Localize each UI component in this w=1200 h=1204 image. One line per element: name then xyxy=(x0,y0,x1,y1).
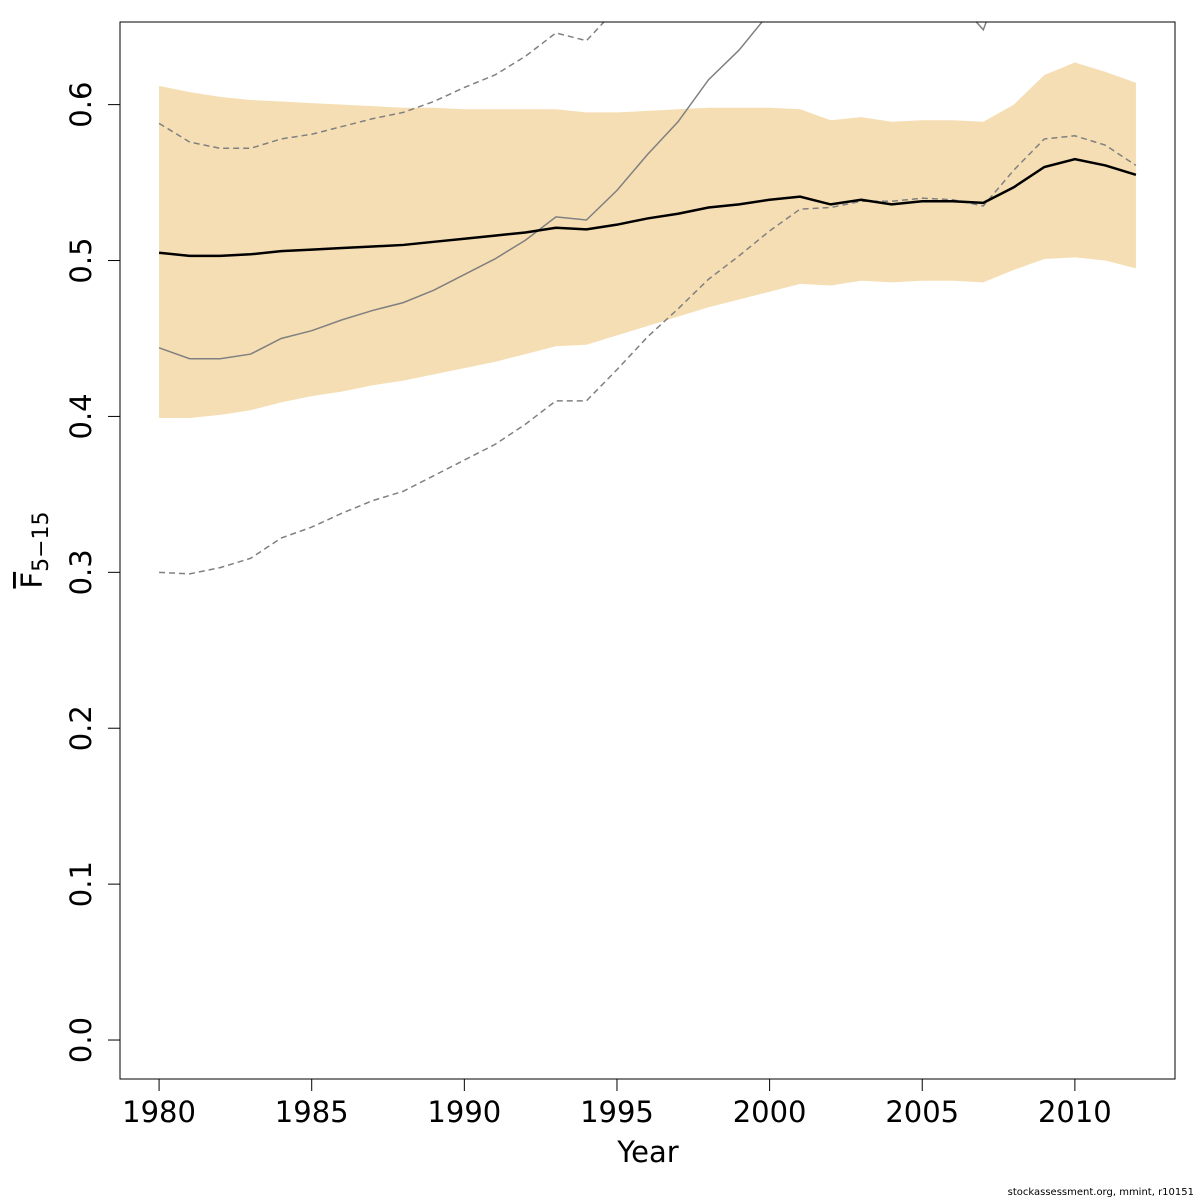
y-tick-label: 0.1 xyxy=(64,861,98,907)
y-tick-label: 0.6 xyxy=(64,82,98,128)
y-tick-label: 0.2 xyxy=(64,705,98,751)
x-tick-label: 2005 xyxy=(885,1095,959,1129)
x-tick-label: 1980 xyxy=(122,1095,196,1129)
y-tick-label: 0.0 xyxy=(64,1017,98,1063)
series-line xyxy=(158,22,988,360)
confidence-band xyxy=(159,62,1136,418)
series-line xyxy=(158,22,605,150)
footer: stockassessment.org, mmint, r10151 xyxy=(1008,1187,1194,1198)
series-line xyxy=(158,157,1137,258)
series-line xyxy=(159,135,1137,575)
x-tick-label: 2010 xyxy=(1038,1095,1112,1129)
x-tick-label: 2000 xyxy=(733,1095,807,1129)
plot-area xyxy=(158,22,1137,575)
x-tick-label: 1990 xyxy=(427,1095,501,1129)
x-axis-label: Year xyxy=(616,1135,678,1169)
x-tick-label: 1995 xyxy=(580,1095,654,1129)
y-label-main: F xyxy=(15,572,49,589)
y-tick-label: 0.5 xyxy=(64,237,98,283)
y-tick-label: 0.4 xyxy=(64,393,98,439)
y-axis-label: F5−15 xyxy=(15,511,54,588)
y-axis-title: F5−15 xyxy=(15,511,54,588)
x-tick-label: 1985 xyxy=(275,1095,349,1129)
y-label-sub: 5−15 xyxy=(29,511,54,571)
y-tick-label: 0.3 xyxy=(64,549,98,595)
